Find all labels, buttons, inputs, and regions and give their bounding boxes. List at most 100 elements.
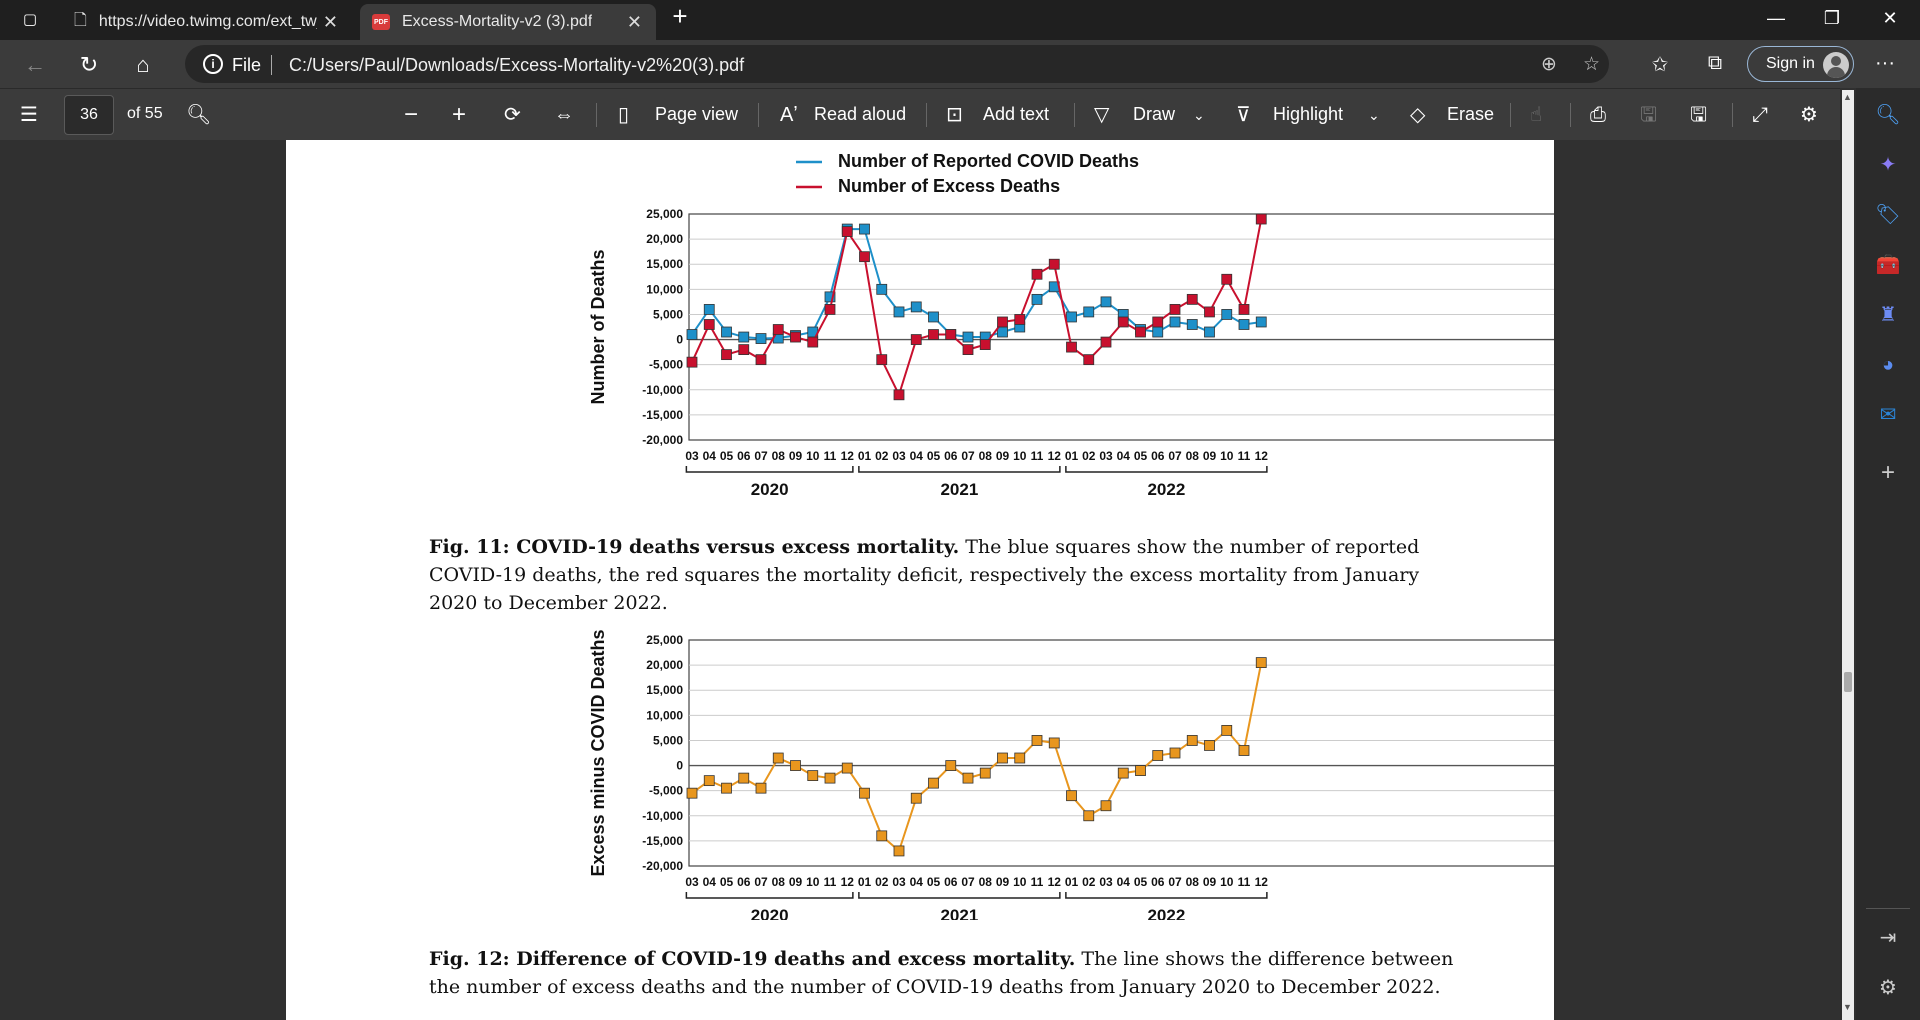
zoom-out-icon[interactable]: − [404,101,419,128]
pdf-page: 25,000 20,000 15,000 10,000 5,000 0 -5,000 -10,… [286,140,1554,1020]
highlight-icon[interactable]: ⊽ [1236,104,1251,126]
tab-title: Excess-Mortality-v2 (3).pdf [402,13,593,30]
new-tab-icon[interactable]: + [672,1,688,31]
favorites-icon[interactable]: ✩ [1651,54,1669,76]
tools-icon[interactable]: 🧰 [1875,254,1901,276]
year-bracket [685,892,854,899]
save-icon[interactable]: 🖫 [1640,104,1658,126]
scrollbar[interactable]: ▲ ▼ [1842,90,1854,1020]
x-tick-label: 01 [858,449,872,463]
more-icon[interactable]: ··· [1875,52,1895,74]
url-divider [271,55,272,75]
fit-page-icon[interactable]: ⇔ [554,104,574,126]
data-point [686,787,698,799]
settings-icon[interactable]: ⚙ [1800,104,1818,126]
series-line [691,662,1263,853]
chevron-down-icon[interactable]: ⌄ [1368,107,1380,123]
data-point [703,775,715,787]
scroll-down-icon[interactable]: ▼ [1843,1002,1852,1012]
save-as-icon[interactable]: 🖫 [1690,104,1708,126]
minimize-icon[interactable]: — [1767,8,1785,28]
tab-pdf[interactable]: PDF Excess-Mortality-v2 (3).pdf ✕ [360,4,656,40]
zoom-in-icon[interactable]: + [452,101,467,128]
draw-button[interactable]: Draw [1133,104,1176,124]
chevron-down-icon[interactable]: ⌄ [1193,107,1205,123]
x-tick-label: 07 [1168,875,1182,889]
tab-actions-icon[interactable]: ▢ [22,11,38,28]
read-aloud-icon[interactable]: A͏ʼ [780,104,798,126]
plot-area [688,639,1554,867]
copilot-icon[interactable]: ✦ [1879,154,1897,176]
data-point [755,333,767,344]
data-point [876,830,888,842]
highlight-button[interactable]: Highlight [1273,104,1344,124]
back-icon[interactable]: ← [24,52,46,77]
address-field[interactable]: i File C:/Users/Paul/Downloads/Excess-Mo… [185,45,1609,83]
home-icon[interactable]: ⌂ [136,52,150,77]
x-tick-label: 05 [1134,449,1148,463]
data-point [1014,314,1026,325]
page-view-icon[interactable]: ▯ [618,104,630,126]
page-number-input[interactable]: 36 [64,95,114,135]
x-tick-label: 10 [806,875,820,889]
sign-in-button[interactable]: Sign in [1747,46,1854,82]
x-tick-label: 03 [892,875,906,889]
y-tick-label: 10,000 [646,282,683,296]
y-axis-label: Excess minus COVID Deaths [588,629,608,876]
rotate-icon[interactable]: ⟳ [504,104,521,126]
refresh-icon[interactable]: ↻ [79,52,99,77]
data-point [721,782,732,794]
data-point [755,354,767,366]
restore-icon[interactable]: ❐ [1823,8,1841,28]
fullscreen-icon[interactable]: ⤢ [1752,104,1768,126]
erase-button[interactable]: Erase [1447,104,1495,124]
erase-icon[interactable]: ◇ [1410,104,1426,126]
add-text-icon[interactable]: ⊡ [946,104,963,126]
tab-video[interactable]: 🗋 https://video.twimg.com/ext_tw_ ✕ [62,4,352,40]
read-aloud-button[interactable]: Read aloud [814,104,907,124]
scroll-up-icon[interactable]: ▲ [1843,92,1852,102]
microsoft-365-icon[interactable]: ◕ [1881,354,1895,376]
sidebar-settings-icon[interactable]: ⚙ [1879,977,1897,999]
hide-sidebar-icon[interactable]: ⇥ [1879,927,1897,949]
data-point [1169,316,1181,328]
caption-title: Fig. 11: COVID-19 deaths versus excess m… [429,536,960,558]
touch-icon[interactable]: ☝ [1530,104,1543,126]
search-icon[interactable]: 🔍︎ [1875,104,1901,126]
shopping-icon[interactable]: 🏷 [1875,204,1901,226]
add-favorite-icon[interactable]: ☆ [1583,54,1601,75]
x-tick-label: 12 [841,875,855,889]
add-sidebar-icon[interactable]: + [1880,459,1895,486]
print-icon[interactable]: ⎙ [1590,104,1606,126]
add-text-button[interactable]: Add text [983,104,1050,124]
scroll-thumb[interactable] [1844,672,1852,692]
collections-icon[interactable]: ⧉ [1707,52,1723,74]
x-tick-label: 12 [1255,449,1269,463]
data-point [1100,800,1112,812]
x-tick-label: 06 [944,449,958,463]
data-point [1100,296,1112,308]
contents-icon[interactable]: ☰ [20,104,38,126]
search-icon[interactable]: 🔍︎ [186,104,212,126]
year-label: 2021 [940,480,978,499]
x-tick-label: 02 [875,449,889,463]
data-point [686,329,698,340]
toolbar-divider [1570,103,1571,127]
zoom-icon[interactable]: ⊕ [1541,54,1557,75]
data-point [1169,304,1181,315]
x-tick-label: 10 [806,449,820,463]
data-point [1255,316,1267,328]
close-tab-icon[interactable]: ✕ [626,12,642,32]
close-window-icon[interactable]: ✕ [1882,8,1898,28]
x-tick-label: 09 [1203,449,1217,463]
close-tab-icon[interactable]: ✕ [322,12,338,32]
y-tick-label: -15,000 [642,408,683,422]
info-icon[interactable]: i [203,54,223,74]
draw-icon[interactable]: ▽ [1094,104,1110,126]
games-icon[interactable]: ♜ [1879,304,1897,326]
data-point [721,326,732,338]
outlook-icon[interactable]: ✉ [1879,404,1897,426]
page-total: of 55 [127,105,163,122]
page-view-button[interactable]: Page view [655,104,739,124]
url-text[interactable]: C:/Users/Paul/Downloads/Excess-Mortality… [289,55,745,75]
